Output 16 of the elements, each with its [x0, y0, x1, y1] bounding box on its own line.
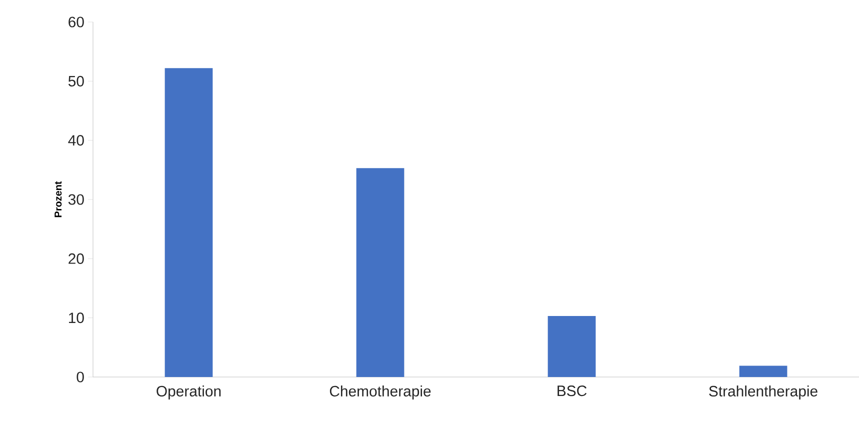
y-axis-title: Prozent [54, 181, 62, 218]
bar [548, 316, 596, 377]
y-tick-label: 20 [68, 253, 84, 264]
bar [356, 168, 404, 377]
y-tick-label: 40 [68, 135, 84, 146]
x-tick-label: Chemotherapie [330, 386, 431, 400]
bar [739, 366, 788, 377]
y-tick-label: 10 [69, 312, 84, 324]
y-tick-label: 30 [68, 194, 84, 205]
y-tick-label: 50 [68, 76, 84, 86]
y-tick-label: 60 [68, 16, 84, 28]
y-tick-label: 0 [76, 372, 84, 382]
bar [164, 68, 213, 377]
x-tick-label: BSC [558, 386, 587, 396]
x-tick-label: Strahlentherapie [709, 386, 818, 400]
x-tick-label: Operation [156, 386, 221, 400]
